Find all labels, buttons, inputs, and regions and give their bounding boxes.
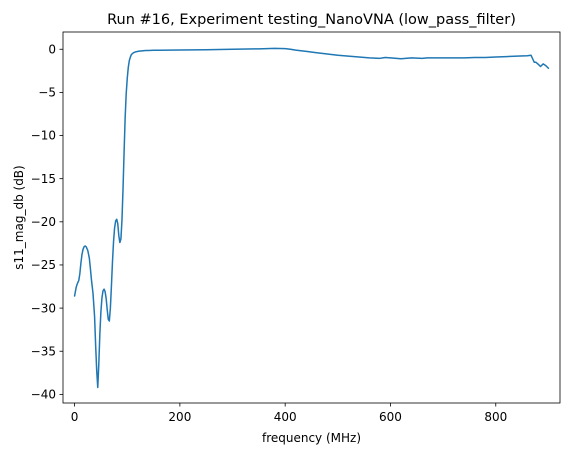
chart-title: Run #16, Experiment testing_NanoVNA (low… [107,12,516,28]
x-axis-ticks: 0 200 400 600 800 [71,403,507,424]
y-tick-label: −15 [31,172,56,186]
x-tick-label: 200 [168,410,191,424]
y-axis-label: s11_mag_db (dB) [12,165,26,269]
y-tick-label: −10 [31,129,56,143]
y-tick-label: −35 [31,344,56,358]
y-tick-label: −40 [31,388,56,402]
x-tick-label: 600 [379,410,402,424]
y-axis-ticks: 0 −5 −10 −15 −20 −25 −30 −35 −40 [31,42,63,402]
y-tick-label: −25 [31,258,56,272]
y-tick-label: −5 [38,86,56,100]
y-tick-label: 0 [48,42,56,56]
x-tick-label: 0 [71,410,79,424]
x-tick-label: 400 [274,410,297,424]
y-tick-label: −30 [31,301,56,315]
series-group [73,47,550,389]
x-axis-label: frequency (MHz) [262,431,361,445]
y-tick-label: −20 [31,215,56,229]
series-line-0 [73,47,550,389]
plot-area-frame [62,31,561,404]
x-tick-label: 800 [484,410,507,424]
